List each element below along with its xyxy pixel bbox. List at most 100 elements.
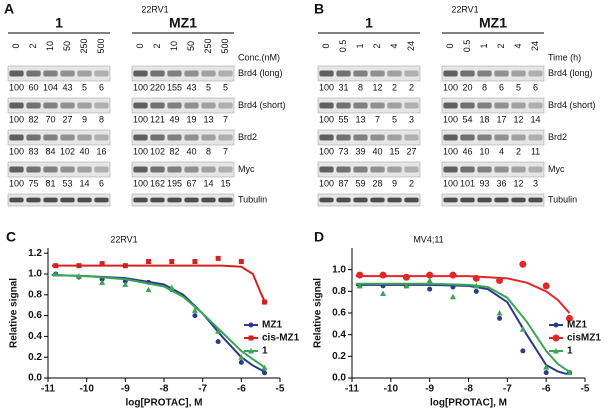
band bbox=[133, 134, 148, 141]
band bbox=[460, 166, 475, 173]
band bbox=[443, 197, 458, 203]
point bbox=[356, 271, 364, 279]
band bbox=[370, 166, 385, 173]
quant: 11 bbox=[531, 146, 540, 156]
blot-strip bbox=[131, 161, 235, 178]
lane-label: 10 bbox=[45, 41, 55, 51]
point bbox=[473, 282, 480, 289]
blot-strip bbox=[317, 129, 421, 146]
band bbox=[43, 134, 58, 141]
lane-label: 250 bbox=[79, 38, 89, 53]
quant: 2 bbox=[516, 146, 521, 156]
band bbox=[477, 70, 492, 77]
band bbox=[94, 166, 109, 173]
blot-strip bbox=[317, 65, 421, 82]
blot-strip bbox=[7, 65, 111, 82]
quant: 12 bbox=[372, 82, 382, 92]
band bbox=[43, 197, 58, 203]
y-tick-label: 0.0 bbox=[332, 373, 346, 384]
quant: 6 bbox=[499, 82, 504, 92]
quant: 100 bbox=[133, 82, 148, 92]
y-tick-label: 0.4 bbox=[332, 329, 346, 340]
band bbox=[43, 166, 58, 173]
point bbox=[238, 259, 244, 265]
quant: 100 bbox=[9, 146, 24, 156]
point bbox=[262, 370, 268, 376]
band bbox=[218, 166, 233, 173]
quant: 15 bbox=[220, 178, 230, 188]
band bbox=[43, 70, 58, 77]
x-tick-label: -11 bbox=[345, 384, 359, 395]
fit-curve bbox=[51, 274, 266, 373]
band bbox=[443, 70, 458, 77]
band bbox=[319, 70, 334, 77]
quant: 3 bbox=[533, 178, 538, 188]
band bbox=[319, 134, 334, 141]
band bbox=[150, 102, 165, 109]
band bbox=[133, 70, 148, 77]
band bbox=[26, 166, 41, 173]
band bbox=[94, 134, 109, 141]
band bbox=[60, 166, 75, 173]
point bbox=[379, 271, 387, 279]
x-tick-label: -7 bbox=[503, 384, 512, 395]
band bbox=[94, 102, 109, 109]
lane-label: 1 bbox=[355, 43, 365, 48]
quant: 162 bbox=[150, 178, 165, 188]
point bbox=[450, 284, 456, 290]
lane-label: 50 bbox=[186, 41, 196, 51]
band bbox=[77, 166, 92, 173]
point bbox=[238, 359, 244, 365]
lane-label: 4 bbox=[513, 43, 523, 48]
x-axis-title: log[PROTAC], M bbox=[125, 398, 202, 409]
legend-marker bbox=[248, 348, 254, 354]
row-label: Tubulin bbox=[238, 194, 267, 204]
point bbox=[497, 315, 503, 321]
quant: 81 bbox=[45, 178, 55, 188]
quant: 100 bbox=[319, 82, 334, 92]
quant: 100 bbox=[133, 114, 148, 124]
band bbox=[494, 197, 509, 203]
quant: 55 bbox=[338, 114, 348, 124]
x-tick-label: -8 bbox=[160, 384, 169, 395]
x-tick-label: -6 bbox=[237, 384, 246, 395]
quant: 102 bbox=[60, 146, 75, 156]
band bbox=[336, 70, 351, 77]
point bbox=[565, 314, 573, 322]
point bbox=[215, 339, 221, 345]
lane-label: 24 bbox=[406, 41, 416, 51]
group-label: 1 bbox=[365, 15, 373, 31]
point bbox=[519, 326, 526, 332]
point bbox=[449, 293, 456, 300]
cell-line: 22RV1 bbox=[451, 4, 478, 14]
lane-label: 0 bbox=[321, 43, 331, 48]
band bbox=[511, 102, 526, 109]
legend-label: 1 bbox=[262, 346, 268, 357]
band bbox=[528, 166, 543, 173]
band bbox=[201, 70, 216, 77]
point bbox=[449, 271, 457, 279]
point bbox=[168, 284, 175, 291]
point bbox=[426, 271, 434, 279]
band bbox=[370, 134, 385, 141]
row-label: Brd2 bbox=[548, 132, 567, 142]
blot-strip bbox=[317, 161, 421, 178]
y-tick-label: 0.2 bbox=[332, 351, 346, 362]
point bbox=[76, 263, 82, 269]
quant: 100 bbox=[319, 114, 334, 124]
lane-label: 2 bbox=[372, 43, 382, 48]
quant: 27 bbox=[406, 146, 416, 156]
point bbox=[262, 299, 268, 305]
band bbox=[26, 70, 41, 77]
quant: 40 bbox=[186, 146, 196, 156]
band bbox=[528, 102, 543, 109]
row-label: Brd4 (long) bbox=[238, 68, 283, 78]
band bbox=[184, 70, 199, 77]
quant: 10 bbox=[479, 146, 489, 156]
band bbox=[336, 197, 351, 203]
band bbox=[60, 102, 75, 109]
quant: 70 bbox=[45, 114, 55, 124]
band bbox=[43, 102, 58, 109]
band bbox=[353, 102, 368, 109]
band bbox=[133, 102, 148, 109]
